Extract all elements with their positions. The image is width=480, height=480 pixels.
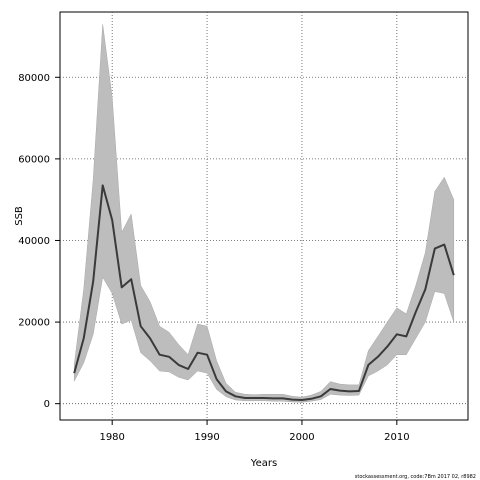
confidence-band [73,24,455,403]
y-axis-ticks: 0 20000 40000 60000 80000 [18,73,60,410]
y-tick-label: 0 [44,399,50,410]
x-axis-ticks: 1980 1990 2000 2010 [99,420,410,443]
x-tick-label: 2010 [384,432,409,443]
ssb-line [73,184,455,401]
x-tick-label: 2000 [289,432,314,443]
x-tick-label: 1990 [194,432,219,443]
footer-credit: stockassessment.org, code:7Bm 2017 02, r… [355,474,476,480]
y-axis-label: SSB [14,206,25,226]
y-tick-label: 40000 [18,236,50,247]
y-tick-label: 60000 [18,154,50,165]
y-tick-label: 20000 [18,318,50,329]
grid-lines [60,12,468,420]
x-axis-label: Years [250,458,277,469]
plot-frame [59,11,469,421]
x-tick-label: 1980 [99,432,124,443]
y-tick-label: 80000 [18,73,50,84]
